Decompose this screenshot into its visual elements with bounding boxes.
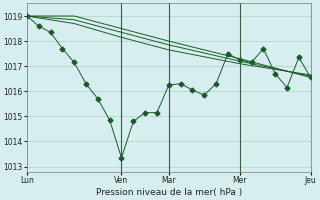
- X-axis label: Pression niveau de la mer( hPa ): Pression niveau de la mer( hPa ): [96, 188, 242, 197]
